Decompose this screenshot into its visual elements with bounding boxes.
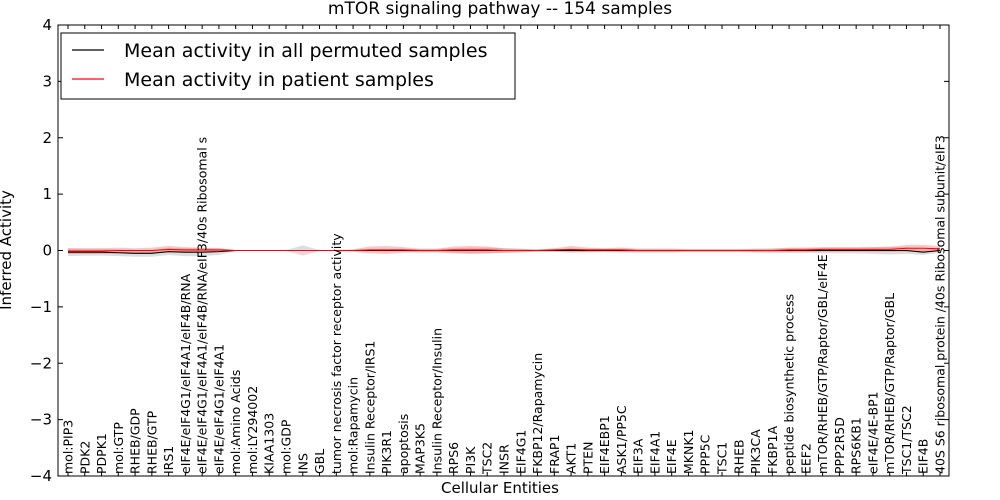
x-tick-label: INSR — [497, 444, 512, 474]
y-tick-label: −2 — [30, 354, 52, 372]
x-tick-label: mTOR/RHEB/GTP/Raptor/GBL/eIF4E — [815, 254, 830, 474]
x-tick-label: FRAP1 — [547, 435, 562, 474]
x-tick-label: TSC2 — [480, 442, 495, 475]
x-tick-label: EIF4A1 — [647, 431, 662, 474]
y-tick-label: 1 — [42, 185, 52, 203]
series-lines — [68, 247, 941, 254]
x-tick-label: mol:Rapamycin — [346, 377, 361, 474]
x-tick-label: PDK2 — [77, 441, 92, 474]
x-tick-label: RPS6KB1 — [849, 417, 864, 474]
legend-label-patient: Mean activity in patient samples — [124, 69, 434, 91]
x-tick-label: apoptosis — [396, 414, 411, 474]
x-tick-label: EIF4G1 — [513, 430, 528, 474]
x-tick-label: EIF4B — [916, 439, 931, 474]
x-tick-label: GBL — [312, 449, 327, 474]
x-tick-label: eIF4E/eIF4G1/eIF4A1 — [211, 344, 226, 474]
x-tick-label: PIK3R1 — [379, 430, 394, 474]
x-tick-label: tumor necrosis factor receptor activity — [329, 233, 344, 474]
y-tick-label: 3 — [42, 72, 52, 90]
x-tick-label: RPS6 — [446, 442, 461, 474]
y-tick-label: −3 — [30, 411, 52, 429]
x-tick-label: MKNK1 — [681, 430, 696, 474]
x-tick-label: KIAA1303 — [262, 413, 277, 474]
x-tick-label: PPP5C — [698, 434, 713, 474]
x-tick-label: IRS1 — [161, 446, 176, 474]
band-series-0 — [68, 245, 940, 257]
y-tick-label: −4 — [30, 467, 52, 485]
x-tick-label: PI3K — [463, 446, 478, 474]
x-tick-label: Insulin Receptor/Insulin — [429, 328, 444, 474]
x-tick-label: EIF4E — [664, 439, 679, 474]
legend-label-permuted: Mean activity in all permuted samples — [124, 40, 487, 62]
x-tick-label: TSC1 — [715, 442, 730, 475]
x-tick-label: mol:LY294002 — [245, 386, 260, 474]
x-tick-label: RHEB/GTP — [144, 410, 159, 474]
x-tick-label: MAP3K5 — [413, 423, 428, 474]
x-tick-label: AKT1 — [564, 443, 579, 474]
x-tick-label: PPP2R5D — [832, 417, 847, 474]
x-tick-label: EEF2 — [798, 443, 813, 474]
y-tick-label: 0 — [42, 242, 52, 260]
x-tick-label: mol:PIP3 — [61, 420, 76, 474]
x-tick-label: eIF4E/eIF4G1/eIF4A1/eIF4B/RNA/eIF3/40s R… — [195, 137, 210, 474]
x-tick-label: mol:GTP — [111, 422, 126, 474]
x-tick-label: RHEB — [731, 439, 746, 474]
x-tick-label: FKBP12/Rapamycin — [530, 353, 545, 474]
x-axis-ticks: mol:PIP3 PDK2 PDPK1 mol:GTP RHEB/GDP RHEB/GTP… — [61, 25, 948, 476]
legend-box — [60, 32, 516, 100]
x-tick-label: eIF4E/eIF4G1/eIF4A1/eIF4B/RNA — [178, 273, 193, 474]
x-tick-label: RHEB/GDP — [128, 408, 143, 474]
band-series-1 — [68, 244, 940, 254]
x-tick-label: FKBP1A — [765, 426, 780, 474]
line-series-1 — [68, 247, 941, 252]
x-tick-label: EIF4EBP1 — [597, 415, 612, 474]
confidence-bands — [68, 244, 940, 257]
x-tick-label: Insulin Receptor/IRS1 — [362, 341, 377, 474]
x-tick-label: peptide biosynthetic process — [782, 294, 797, 474]
legend: Mean activity in all permuted samples Me… — [60, 32, 516, 100]
x-tick-label: mol:GDP — [279, 419, 294, 474]
y-tick-label: 2 — [42, 129, 52, 147]
x-tick-label: PTEN — [580, 442, 595, 474]
y-axis-ticks: −4 −3 −2 −1 0 1 2 3 4 — [30, 16, 949, 485]
x-tick-label: mol:Amino Acids — [228, 370, 243, 474]
x-tick-label: PDPK1 — [94, 433, 109, 474]
x-tick-label: ASK1/PP5C — [614, 405, 629, 474]
x-tick-label: INS — [295, 453, 310, 474]
x-tick-label: eIF4E/4E-BP1 — [865, 391, 880, 474]
y-tick-label: −1 — [30, 298, 52, 316]
x-axis-label: Cellular Entities — [441, 479, 559, 497]
x-tick-label: TSC1/TSC2 — [899, 405, 914, 475]
y-axis-label: Inferred Activity — [0, 190, 15, 310]
chart-title: mTOR signaling pathway -- 154 samples — [328, 0, 672, 19]
x-tick-label: PIK3CA — [748, 429, 763, 474]
y-tick-label: 4 — [42, 16, 52, 34]
x-tick-label: 40S S6 ribosomal protein /40s Ribosomal … — [933, 135, 948, 474]
x-tick-label: EIF3A — [631, 438, 646, 474]
x-tick-label: mTOR/RHEB/GTP/Raptor/GBL — [882, 293, 897, 474]
